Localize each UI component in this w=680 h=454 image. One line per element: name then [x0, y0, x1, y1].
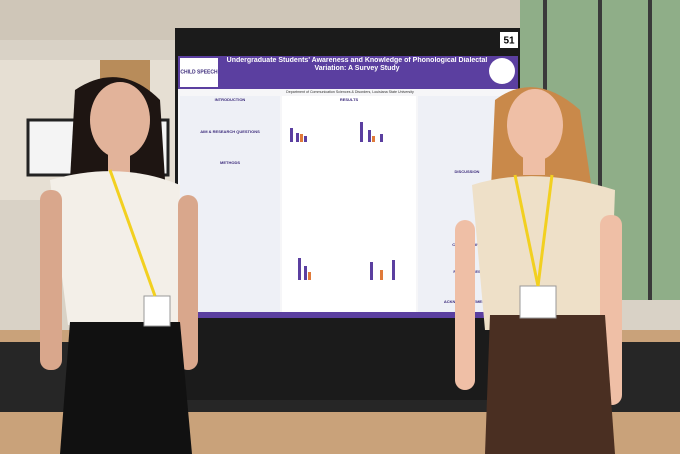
poster-header	[178, 56, 518, 89]
person-left	[40, 77, 198, 454]
section-header: INTRODUCTION	[215, 97, 246, 102]
logo-text: CHILD SPEECH	[180, 69, 218, 75]
poster-figure	[300, 134, 383, 280]
logo-box	[180, 58, 218, 87]
poster-footer	[178, 312, 518, 318]
poster-title: Undergraduate Students' Awareness and Kn…	[226, 57, 488, 72]
board-number: 51	[503, 36, 515, 47]
university-seal	[489, 58, 515, 84]
section-header: RESULTS	[340, 97, 359, 102]
person-right	[455, 87, 622, 454]
poster-affiliation: Department of Communication Sciences & D…	[286, 90, 414, 94]
number-tag	[500, 32, 518, 48]
poster-figure	[290, 122, 395, 280]
section-header: METHODS	[220, 160, 240, 165]
title-box: Undergraduate Students' Awareness and Kn…	[226, 57, 488, 72]
section-header: AIM & RESEARCH QUESTIONS	[200, 129, 260, 134]
column	[282, 96, 416, 316]
section-header: DISCUSSION	[455, 169, 480, 174]
